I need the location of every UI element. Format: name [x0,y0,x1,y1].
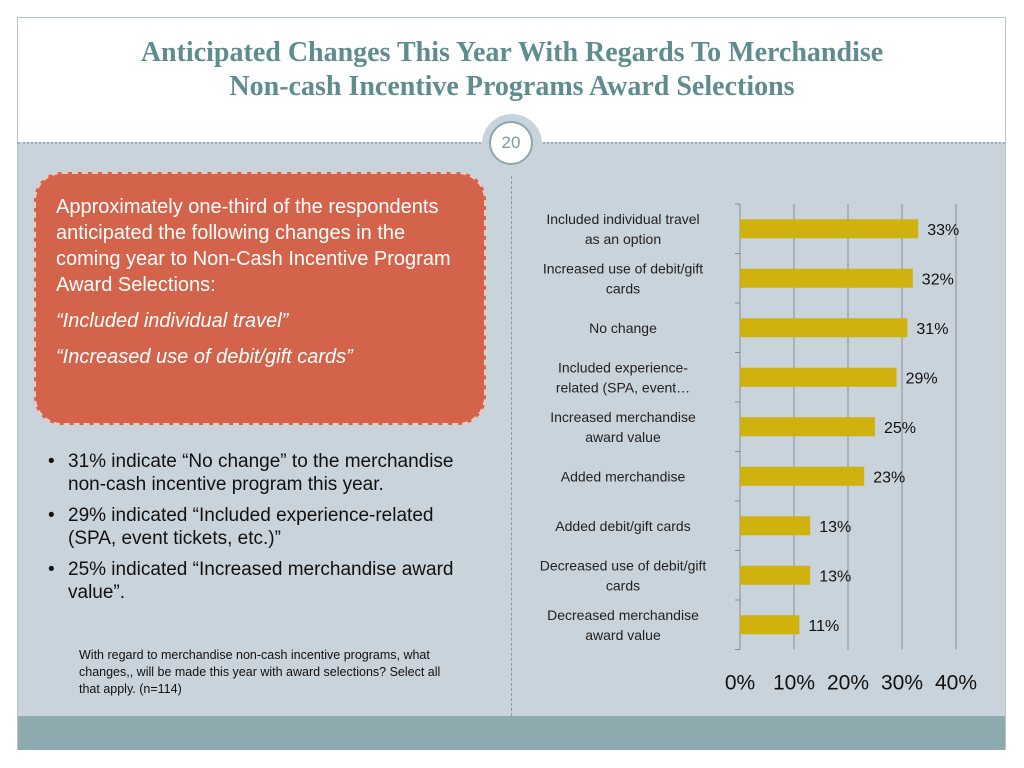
labels-layer: 33% Included individual travel as an optio… [540,211,960,643]
bar-chart: 33% Included individual travel as an optio… [540,203,977,695]
survey-question-note: With regard to merchandise non-cash ince… [79,648,441,696]
bars-layer [740,219,919,635]
callout-quote-2: “Increased use of debit/gift cards” [56,346,353,368]
bar [740,268,913,288]
data-label: 32% [922,271,954,288]
title-line-1: Anticipated Changes This Year With Regar… [140,37,884,68]
category-label: Increased merchandise award value [550,409,696,445]
bullet-item: 29% indicated “Included experience-relat… [44,504,474,550]
x-tick-label: 30% [881,672,923,695]
callout-quote-1: “Included individual travel” [56,310,289,332]
data-label: 13% [819,568,851,585]
bar [740,466,865,486]
ticks-layer: 0% 10% 20% 30% 40% [725,672,977,695]
page-number: 20 [489,121,533,165]
bar [740,219,919,239]
bar [740,367,897,387]
column-divider [511,176,512,716]
callout-text: Approximately one-third of the responden… [56,196,451,296]
data-label: 11% [808,618,839,635]
bullet-item: 25% indicated “Increased merchandise awa… [44,558,474,604]
bar [740,516,811,536]
category-label: Included experience-related (SPA, event… [556,359,690,395]
x-tick-label: 10% [773,672,815,695]
data-label: 29% [906,370,938,387]
data-label: 31% [916,321,948,338]
x-tick-label: 20% [827,672,869,695]
category-label: Included individual travel as an option [546,211,699,247]
category-label: Decreased use of debit/gift cards [540,557,707,593]
data-label: 25% [884,420,916,437]
data-label: 23% [873,469,905,486]
bar [740,565,811,585]
bullet-item: 31% indicate “No change” to the merchand… [44,450,474,496]
bar [740,417,875,437]
page-title: Anticipated Changes This Year With Regar… [30,36,994,104]
category-label: No change [589,320,657,336]
footer-band [18,716,1005,750]
data-label: 13% [819,519,851,536]
summary-callout: Approximately one-third of the responden… [34,172,486,425]
bar [740,318,908,338]
x-tick-label: 0% [725,672,755,695]
bar [740,615,800,635]
category-label: Added merchandise [561,468,686,484]
category-label: Increased use of debit/gift cards [543,260,703,296]
category-label: Added debit/gift cards [555,518,690,534]
title-line-2: Non-cash Incentive Programs Award Select… [229,71,795,102]
category-label: Decreased merchandise award value [547,607,699,643]
data-label: 33% [927,222,959,239]
x-tick-label: 40% [935,672,977,695]
bullet-list: 31% indicate “No change” to the merchand… [44,450,474,612]
